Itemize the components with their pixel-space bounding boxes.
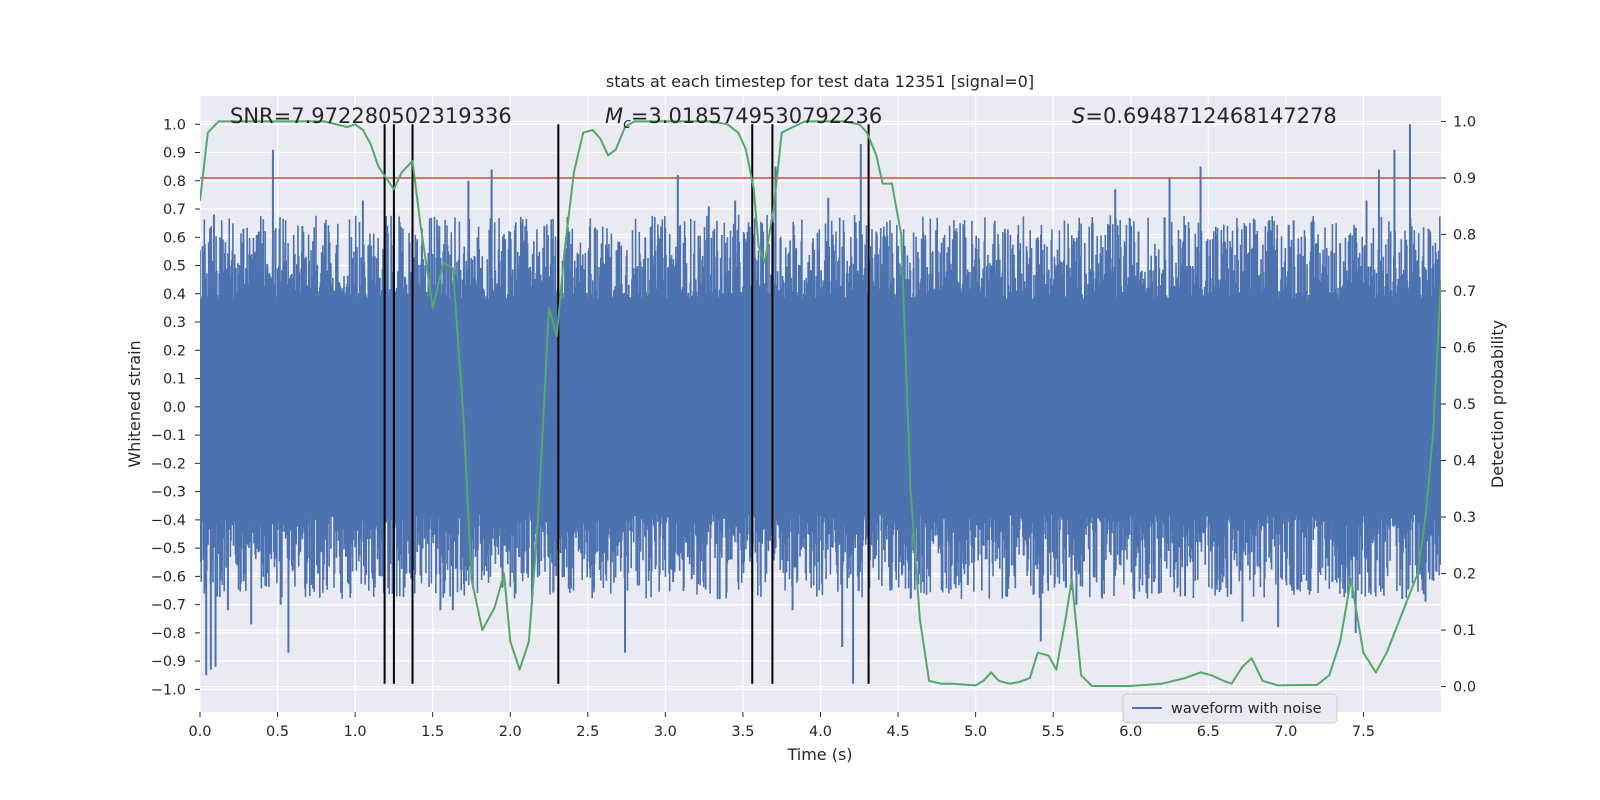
- y2-tick-label: 1.0: [1453, 114, 1476, 130]
- y-tick-label: 0.9: [163, 146, 186, 162]
- y-tick-label: −0.3: [151, 485, 186, 501]
- x-tick-label: 0.5: [266, 724, 289, 740]
- y-tick-label: −0.4: [151, 513, 186, 529]
- y-tick-label: 0.5: [163, 259, 186, 275]
- y2-axis-ticks: 0.0 0.1 0.2 0.3 0.4 0.5 0.6 0.7 0.8 0.9 1.0: [1441, 114, 1476, 696]
- y2-tick-label: 0.5: [1453, 397, 1476, 413]
- legend-label: waveform with noise: [1171, 701, 1322, 717]
- y2-tick-label: 0.3: [1453, 510, 1476, 526]
- y2-tick-label: 0.8: [1453, 227, 1476, 243]
- x-tick-label: 2.5: [576, 724, 599, 740]
- legend: waveform with noise: [1122, 693, 1338, 724]
- chirp-mass-subscript: c: [623, 116, 631, 132]
- y-tick-label: 0.7: [163, 202, 186, 218]
- y2-axis-label: Detection probability: [1488, 320, 1507, 488]
- y-tick-label: −1.0: [151, 682, 186, 698]
- x-tick-label: 5.0: [964, 724, 987, 740]
- event-markers: [383, 124, 870, 684]
- y-tick-label: −0.8: [151, 626, 186, 642]
- y2-tick-label: 0.1: [1453, 623, 1476, 639]
- x-tick-label: 0.0: [188, 724, 211, 740]
- y2-tick-label: 0.2: [1453, 567, 1476, 583]
- waveform-series: [200, 124, 1441, 684]
- y-tick-label: 0.0: [163, 400, 186, 416]
- x-tick-label: 5.5: [1042, 724, 1065, 740]
- s-symbol: S: [1072, 104, 1085, 128]
- y2-tick-label: 0.6: [1453, 340, 1476, 356]
- y-tick-label: 0.4: [163, 287, 186, 303]
- chart-title: stats at each timestep for test data 123…: [606, 72, 1034, 91]
- y-tick-label: 0.1: [163, 372, 186, 388]
- x-tick-label: 6.0: [1119, 724, 1142, 740]
- x-tick-label: 1.0: [344, 724, 367, 740]
- y-tick-label: −0.1: [151, 428, 186, 444]
- chirp-mass-value: =3.0185749530792236: [631, 104, 882, 128]
- chirp-mass-annotation: Mc=3.0185749530792236: [605, 104, 882, 132]
- x-axis-ticks: 0.0 0.5 1.0 1.5 2.0 2.5 3.0 3.5 4.0 4.5 5.0 5.5 6.0 6…: [188, 712, 1375, 740]
- legend-box: [1122, 693, 1338, 724]
- x-tick-label: 4.0: [809, 724, 832, 740]
- y2-tick-label: 0.9: [1453, 171, 1476, 187]
- x-tick-label: 6.5: [1197, 724, 1220, 740]
- y-tick-label: −0.9: [151, 654, 186, 670]
- y-tick-label: 0.3: [163, 315, 186, 331]
- x-tick-label: 1.5: [421, 724, 444, 740]
- y-tick-label: −0.7: [151, 598, 186, 614]
- snr-annotation: SNR=7.972280502319336: [230, 104, 512, 128]
- y2-tick-label: 0.0: [1453, 680, 1476, 696]
- y-tick-label: 1.0: [163, 117, 186, 133]
- x-tick-label: 3.0: [654, 724, 677, 740]
- s-value: =0.6948712468147278: [1085, 104, 1336, 128]
- chirp-mass-symbol: M: [605, 104, 623, 128]
- y-tick-label: −0.6: [151, 569, 186, 585]
- y-tick-label: 0.8: [163, 174, 186, 190]
- probability-series: [200, 120, 1441, 687]
- x-tick-label: 7.0: [1274, 724, 1297, 740]
- x-axis-label: Time (s): [786, 745, 852, 764]
- x-tick-label: 3.5: [731, 724, 754, 740]
- y2-tick-label: 0.4: [1453, 454, 1476, 470]
- x-tick-label: 4.5: [887, 724, 910, 740]
- s-annotation: S=0.6948712468147278: [1072, 104, 1337, 128]
- y-tick-label: −0.5: [151, 541, 186, 557]
- y-axis-label: Whitened strain: [125, 340, 144, 467]
- x-tick-label: 2.0: [499, 724, 522, 740]
- y-tick-label: 0.6: [163, 230, 186, 246]
- y-tick-label: −0.2: [151, 456, 186, 472]
- detection-probability-line: [200, 120, 1441, 687]
- y-tick-label: 0.2: [163, 343, 186, 359]
- y2-tick-label: 0.7: [1453, 284, 1476, 300]
- x-tick-label: 7.5: [1352, 724, 1375, 740]
- y-axis-ticks: −1.0 −0.9 −0.8 −0.7 −0.6 −0.5 −0.4 −0.3 −0.2 −0.1…: [151, 117, 200, 698]
